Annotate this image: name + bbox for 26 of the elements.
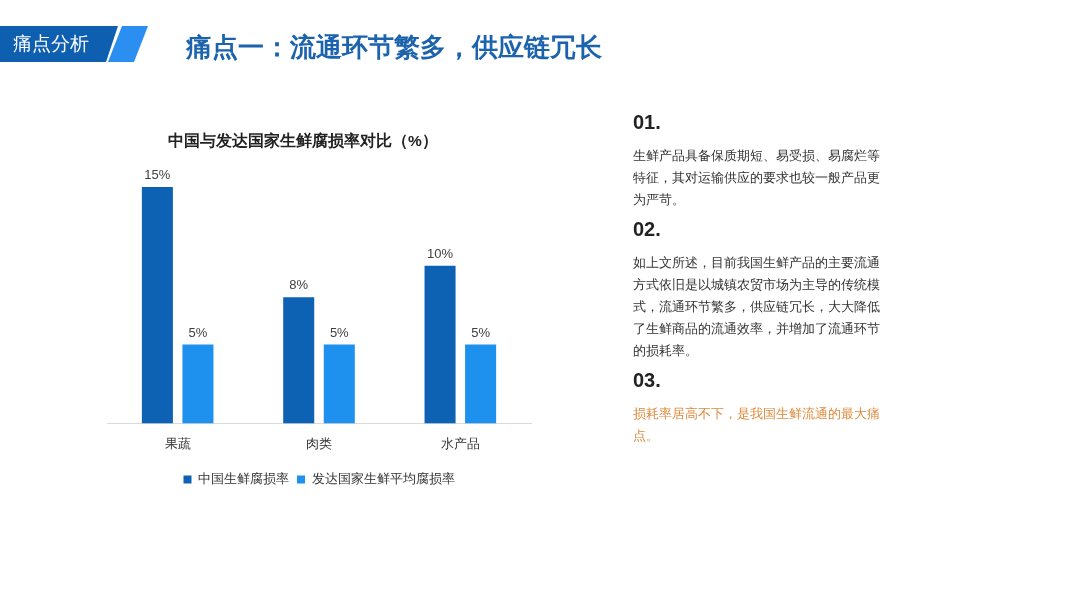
text: 生鲜产品具备保质期短、易受损、易腐烂等特征，其对运输供应的要求也较一般产品更为严苛。: [633, 147, 881, 209]
bar: [323, 344, 355, 424]
data-label: 15%: [144, 167, 171, 183]
legend-label: 发达国家生鲜平均腐损率: [311, 471, 455, 487]
text: 损耗率居高不下，是我国生鲜流通的最大痛点。: [633, 405, 881, 445]
legend-label: 中国生鲜腐损率: [198, 471, 289, 487]
text: 痛点分析: [13, 32, 89, 56]
x-tick-label: 果蔬: [164, 435, 191, 451]
text: 如上文所述，目前我国生鲜产品的主要流通方式依旧是以城镇农贸市场为主导的传统模式，流通环节繁多，供应链冗长，大大降低了生鲜商品的流通效率，并增加了流通环节的损耗率。: [633, 254, 881, 360]
data-label: 5%: [471, 324, 491, 340]
x-tick-label: 水产品: [440, 435, 480, 451]
chart-title: 痛点一：流通环节繁多，供应链冗长: [186, 31, 602, 64]
text: 01.: [633, 110, 662, 135]
chart-subtitle: 中国与发达国家生鲜腐损率对比（%）: [167, 131, 439, 151]
bar: [182, 344, 214, 424]
bar: [424, 265, 456, 424]
data-label: 5%: [329, 324, 350, 340]
data-label: 8%: [289, 277, 309, 293]
bar: [465, 344, 497, 424]
text: 03.: [633, 368, 662, 393]
bar: [283, 297, 315, 424]
data-label: 5%: [188, 324, 208, 340]
text: 02.: [633, 217, 662, 242]
bar: [141, 187, 173, 424]
x-tick-label: 肉类: [306, 435, 332, 451]
data-label: 10%: [427, 245, 454, 261]
